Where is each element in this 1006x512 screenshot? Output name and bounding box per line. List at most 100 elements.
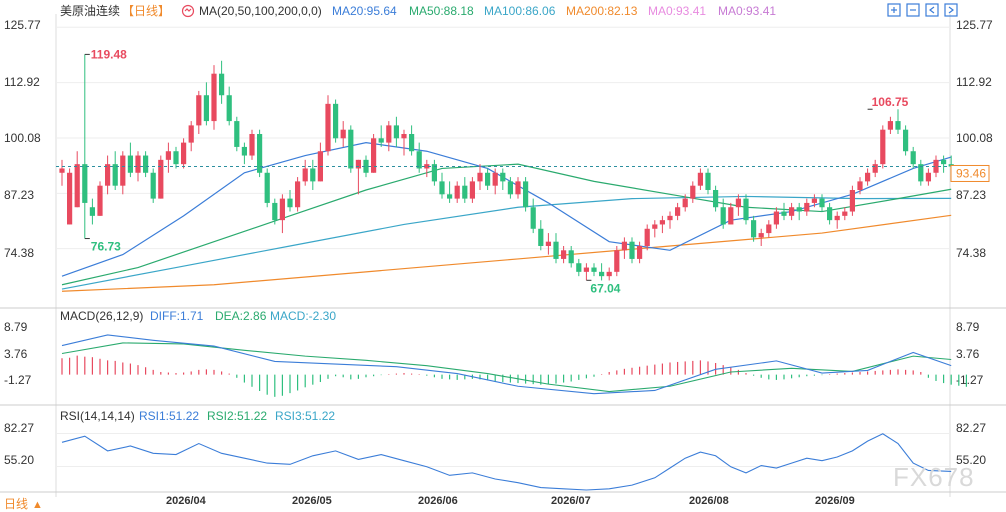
candle [386, 121, 392, 152]
candle-body [705, 172, 711, 190]
candle [333, 99, 339, 143]
candle [857, 177, 863, 195]
price-tick-left: 125.77 [4, 18, 41, 32]
macd-params: MACD(26,12,9) [60, 309, 143, 323]
ma0-value-1: MA0:93.41 [648, 4, 706, 18]
candle-body [591, 267, 597, 272]
candle [637, 241, 643, 264]
candle-body [393, 125, 399, 139]
candle [675, 202, 681, 221]
candle [842, 207, 848, 221]
candle [439, 172, 445, 199]
candle-body [74, 164, 80, 208]
period-label[interactable]: 【日线】 [122, 4, 170, 18]
candle-body [340, 129, 346, 139]
rsi-tick-left: 55.20 [4, 453, 34, 467]
candle [865, 168, 871, 186]
candle-body [264, 172, 270, 203]
candle-body [568, 250, 574, 264]
candle-body [606, 271, 612, 277]
price-axis-left: 125.77 112.92 100.08 87.23 74.38 [4, 18, 41, 260]
candle-body [713, 190, 719, 208]
candle [599, 263, 605, 281]
candle [789, 202, 795, 221]
candle [295, 177, 301, 212]
candle-body [355, 159, 361, 169]
candle [325, 95, 331, 156]
candle-body [576, 263, 582, 272]
candle [249, 129, 255, 160]
candle-body [158, 159, 164, 199]
date-tick: 2026/05 [292, 495, 332, 507]
price-tick-left: 74.38 [4, 246, 34, 260]
candle [720, 198, 726, 229]
candle [158, 155, 164, 199]
candle-body [895, 121, 901, 130]
rsi1-value: RSI1:51.22 [139, 409, 199, 423]
macd-tick-right: 8.79 [956, 320, 980, 334]
ma20-value: MA20:95.64 [332, 4, 397, 18]
instrument-name: 美原油连续 [60, 3, 120, 18]
candle [143, 151, 149, 178]
zoom-in-icon[interactable] [887, 3, 901, 17]
candle [735, 194, 741, 216]
ma50-value: MA50:88.18 [409, 4, 474, 18]
macd-tick-right: -1.27 [956, 373, 984, 387]
candle-body [500, 172, 506, 182]
candle-body [735, 198, 741, 208]
visibility-toggle-icon[interactable] [181, 4, 195, 18]
triangle-up-icon[interactable]: ▲ [32, 499, 43, 511]
candle-body [257, 134, 263, 173]
candle-body [181, 142, 187, 165]
price-axis-right: 125.77 112.92 100.08 87.23 74.38 [956, 18, 993, 260]
candle [234, 116, 240, 152]
candle-body [241, 146, 247, 156]
candle [728, 202, 734, 225]
bottom-low-annotation: 67.04 [590, 281, 620, 295]
candle [477, 164, 483, 190]
candle-body [348, 129, 354, 169]
candle [120, 151, 126, 195]
macd-axis: 8.79 3.76 -1.27 8.79 3.76 -1.27 [4, 320, 984, 387]
candle [849, 185, 855, 216]
date-tick: 2026/07 [551, 495, 591, 507]
period-selector-label[interactable]: 日线 [4, 497, 28, 511]
candle-body [849, 190, 855, 212]
rsi3-value: RSI3:51.22 [275, 409, 335, 423]
macd-value: MACD:-2.30 [270, 309, 336, 323]
rsi-tick-right: 55.20 [956, 453, 986, 467]
candle [880, 125, 886, 169]
scroll-right-icon[interactable] [944, 3, 958, 17]
candle [507, 177, 513, 199]
candle-body [287, 198, 293, 208]
macd-dea-value: DEA:2.86 [215, 309, 267, 323]
candle-body [652, 224, 658, 229]
candle [310, 159, 316, 190]
candle [941, 155, 947, 173]
candle-body [887, 121, 893, 130]
ma0-value-2: MA0:93.41 [718, 4, 776, 18]
candle-body [819, 198, 825, 208]
candle-body [621, 241, 627, 251]
candle [447, 181, 453, 203]
toolbar [887, 3, 958, 17]
scroll-left-icon[interactable] [925, 3, 939, 17]
candle-body [135, 155, 141, 173]
candle [264, 168, 270, 208]
candle [621, 237, 627, 259]
period-selector[interactable]: 日线 ▲ [4, 497, 43, 511]
candle-body [865, 172, 871, 182]
candle [781, 202, 787, 221]
candle [287, 190, 293, 212]
candle-body [827, 207, 833, 221]
candle-body [910, 151, 916, 165]
high-annotation: 119.48 [91, 47, 127, 61]
candle [766, 220, 772, 238]
zoom-out-icon[interactable] [906, 3, 920, 17]
candle [219, 60, 225, 104]
price-tick-right: 112.92 [956, 75, 992, 89]
candle-body [295, 181, 301, 208]
candle-body [644, 228, 650, 246]
candlesticks [59, 54, 954, 281]
